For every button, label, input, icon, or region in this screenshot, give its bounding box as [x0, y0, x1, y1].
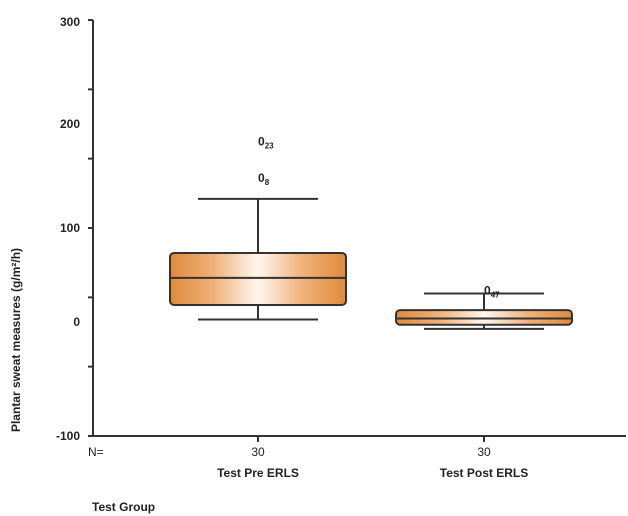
x-category-label: Test Pre ERLS: [217, 466, 299, 480]
box-iqr: [395, 309, 573, 326]
y-axis: -100 0 100 200 300: [56, 15, 94, 443]
y-axis-title: Plantar sweat measures (g/m²/h): [9, 248, 23, 432]
y-tick-label: 100: [60, 221, 80, 235]
y-tick-label: 0: [73, 315, 80, 329]
x-axis: 30 Test Pre ERLS 30 Test Post ERLS: [93, 435, 626, 480]
box-iqr: [169, 251, 347, 306]
box-series: 023 08 047: [169, 135, 573, 330]
n-count-label: 30: [251, 445, 265, 459]
n-prefix-label: N=: [88, 445, 104, 459]
x-category-label: Test Post ERLS: [440, 466, 528, 480]
y-tick-label: -100: [56, 429, 80, 443]
n-count-label: 30: [477, 445, 491, 459]
y-tick-label: 300: [60, 15, 80, 29]
x-axis-title: Test Group: [92, 500, 155, 514]
outlier-label: 08: [258, 171, 270, 187]
outlier-label: 047: [484, 283, 500, 299]
y-tick-label: 200: [60, 117, 80, 131]
outlier-label: 023: [258, 135, 274, 151]
